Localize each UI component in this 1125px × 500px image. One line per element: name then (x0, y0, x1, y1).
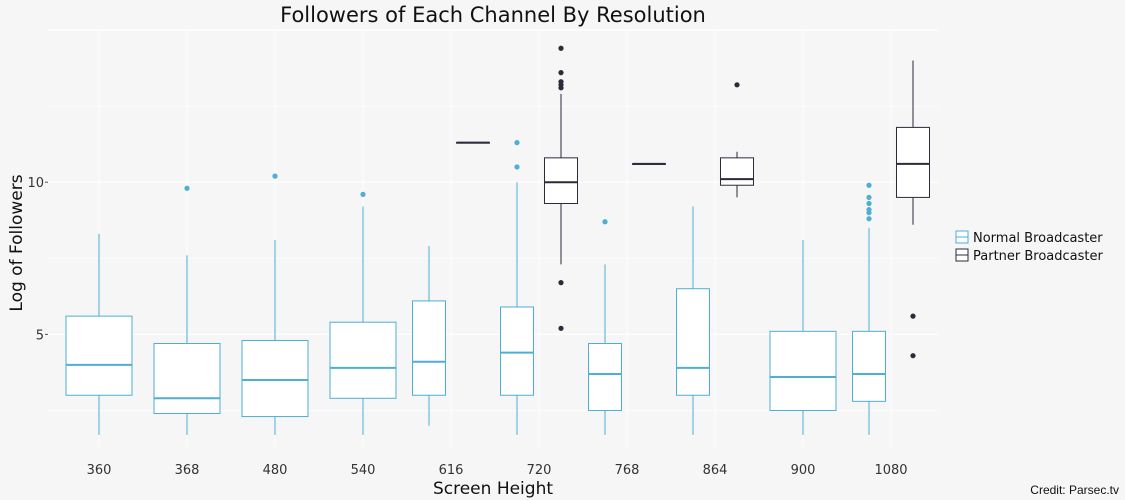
box-body (500, 306, 534, 396)
y-tick-label: 5 (36, 328, 44, 343)
box-768-normal (588, 219, 622, 435)
box-body (329, 321, 397, 399)
box-864-normal (676, 206, 710, 435)
box-body (153, 343, 221, 415)
box-616-partner (456, 141, 490, 144)
box-720-partner (544, 45, 578, 331)
box-body (412, 300, 446, 396)
x-tick-label: 368 (175, 463, 200, 478)
box-body (896, 126, 930, 198)
box-body (588, 343, 622, 411)
x-tick-label: 480 (263, 463, 288, 478)
x-tick-label: 864 (703, 463, 728, 478)
x-tick-label: 900 (791, 463, 816, 478)
outlier-point (514, 140, 520, 146)
plot-area (65, 45, 930, 435)
box-body (544, 157, 578, 204)
outlier-point (866, 194, 872, 201)
box-body (852, 330, 886, 402)
x-tick-label: 720 (527, 463, 552, 478)
box-body (720, 157, 754, 186)
outlier-point (866, 200, 872, 207)
box-616-normal (412, 246, 446, 426)
box-864-partner (720, 82, 754, 198)
legend-item: Partner Broadcaster (955, 248, 1104, 264)
outlier-point (558, 325, 564, 331)
box-body (676, 288, 710, 396)
legend-label: Normal Broadcaster (973, 231, 1103, 246)
box-368-normal (153, 185, 221, 435)
box-540-normal (329, 191, 397, 435)
chart-title: Followers of Each Channel By Resolution (280, 3, 706, 27)
box-1080-normal (852, 182, 886, 435)
credit-text: Credit: Parsec.tv (1030, 483, 1119, 497)
box-body (65, 315, 133, 396)
x-tick-label: 768 (615, 463, 640, 478)
box-480-normal (241, 173, 309, 435)
x-tick-label: 540 (351, 463, 376, 478)
box-360-normal (65, 233, 133, 435)
box-body (769, 330, 837, 411)
outlier-point (866, 206, 872, 213)
outlier-point (910, 353, 916, 359)
outlier-point (866, 182, 872, 188)
box-720-normal (500, 140, 534, 435)
outlier-point (184, 185, 190, 191)
y-axis-title: Log of Followers (7, 174, 27, 311)
legend-item: Normal Broadcaster (955, 230, 1103, 246)
box-900-normal (769, 240, 837, 435)
legend: Normal Broadcaster Partner Broadcaster (955, 230, 1104, 264)
outlier-point (360, 191, 366, 197)
outlier-point (866, 216, 872, 222)
x-tick-label: 1080 (874, 463, 907, 478)
legend-label: Partner Broadcaster (973, 249, 1104, 264)
x-tick-label: 360 (87, 463, 112, 478)
y-tick-label: 10 (27, 176, 44, 191)
outlier-point (558, 280, 564, 286)
outlier-point (272, 173, 278, 179)
box-body (241, 339, 309, 418)
outlier-point (558, 79, 564, 85)
x-tick-label: 616 (439, 463, 464, 478)
outlier-point (558, 45, 564, 51)
outlier-point (602, 219, 608, 225)
outlier-point (558, 70, 564, 76)
box-1080-partner (896, 60, 930, 359)
grid (48, 29, 938, 447)
outlier-point (910, 313, 916, 319)
box-768-partner (632, 162, 666, 165)
outlier-point (734, 82, 740, 88)
outlier-point (514, 164, 520, 170)
axes: 5 10 360 368 480 540 616 720 768 864 900 1080 (27, 176, 907, 478)
x-axis-title: Screen Height (433, 479, 553, 499)
